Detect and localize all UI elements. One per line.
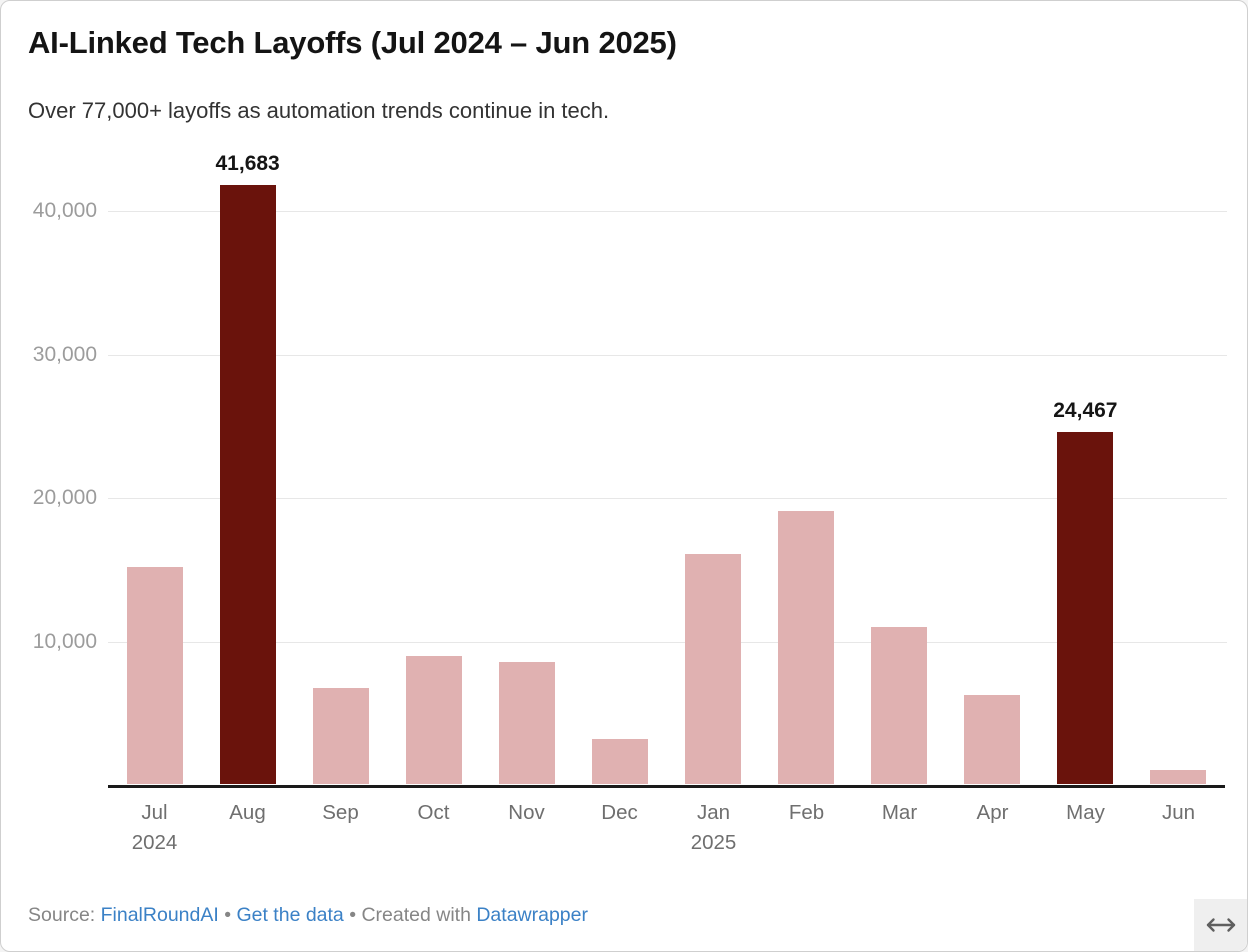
bar-mar [871,627,927,784]
created-with-label: Created with [361,904,471,926]
bar-apr [964,695,1020,784]
datawrapper-link[interactable]: Datawrapper [476,904,588,926]
bar-aug [220,185,276,784]
horizontal-resize-arrow-icon [1206,918,1235,932]
chart-footer: Source: FinalRoundAI • Get the data • Cr… [28,904,588,927]
x-tick-year-label: 2024 [131,831,178,854]
bar-feb [778,511,834,784]
y-tick-label: 40,000 [32,199,97,222]
footer-separator: • [224,904,232,926]
get-the-data-link[interactable]: Get the data [236,904,344,926]
gridline [108,355,1227,356]
source-link[interactable]: FinalRoundAI [100,904,219,926]
gridline [108,211,1227,212]
resize-handle[interactable] [1194,899,1247,951]
y-tick-label: 30,000 [32,343,97,366]
x-tick-label: May [1066,801,1105,824]
x-tick-label: Jan 2025 [667,798,760,858]
bar-value-label: 24,467 [1053,399,1118,422]
gridline [108,498,1227,499]
x-axis-line [108,785,1225,788]
footer-separator: • [349,904,357,926]
bar-may [1057,432,1113,784]
x-tick-label: Mar [881,801,918,824]
x-tick-label: Aug [229,801,266,824]
x-tick-label: Jun [1161,801,1196,824]
y-tick-label: 20,000 [32,486,97,509]
bar-jan [685,554,741,784]
x-tick-year-label: 2025 [690,831,737,854]
bar-dec [592,739,648,784]
x-tick-label: Oct [417,801,450,824]
bar-jun [1150,770,1206,784]
chart-subtitle: Over 77,000+ layoffs as automation trend… [28,98,610,123]
bar-value-label: 41,683 [215,152,280,175]
x-tick-label: Nov [508,801,545,824]
x-tick-label: Sep [322,801,359,824]
bar-jul [127,567,183,784]
bar-nov [499,662,555,784]
x-tick-label: Feb [788,801,825,824]
gridline [108,642,1227,643]
y-tick-label: 10,000 [32,630,97,653]
bar-oct [406,656,462,784]
x-tick-label: Jul 2024 [108,798,201,858]
chart-title: AI-Linked Tech Layoffs (Jul 2024 – Jun 2… [28,25,677,60]
x-tick-label: Apr [976,801,1009,824]
x-tick-label: Dec [601,801,638,824]
source-label: Source: [28,904,96,926]
bar-sep [313,688,369,784]
